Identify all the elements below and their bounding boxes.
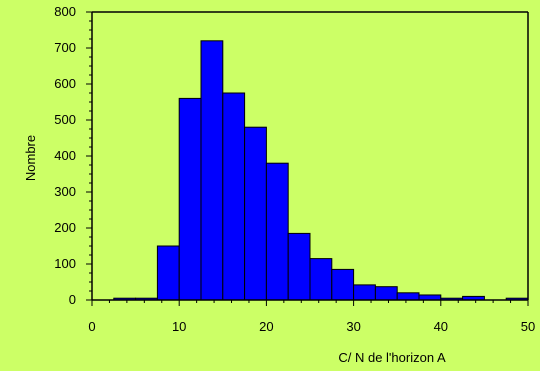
histogram-bar <box>353 284 376 301</box>
histogram-bar <box>418 294 442 301</box>
histogram-bar <box>265 162 289 301</box>
x-tick-label: 50 <box>521 319 535 334</box>
x-tick-label: 0 <box>88 319 95 334</box>
histogram-bar <box>287 232 311 301</box>
histogram-bar <box>374 286 398 301</box>
histogram-bar <box>200 40 224 301</box>
histogram-bar <box>178 97 202 301</box>
y-tick-label: 700 <box>54 40 76 55</box>
x-tick-label: 20 <box>259 319 273 334</box>
histogram-bar <box>222 92 246 301</box>
y-tick-label: 500 <box>54 112 76 127</box>
y-tick-label: 400 <box>54 148 76 163</box>
x-axis-label: C/ N de l'horizon A <box>338 350 446 365</box>
x-tick-label: 10 <box>172 319 186 334</box>
histogram-bar <box>156 245 180 301</box>
histogram-bar <box>244 126 267 301</box>
histogram-bar <box>396 292 420 301</box>
y-tick-label: 0 <box>69 292 76 307</box>
x-tick-label: 30 <box>346 319 360 334</box>
y-tick-label: 600 <box>54 76 76 91</box>
y-tick-label: 200 <box>54 220 76 235</box>
y-tick-label: 100 <box>54 256 76 271</box>
histogram-bar <box>331 268 355 301</box>
histogram-bar <box>309 258 333 301</box>
x-tick-label: 40 <box>434 319 448 334</box>
y-tick-label: 300 <box>54 184 76 199</box>
axes <box>86 11 529 306</box>
tick-labels: 0 100 200 300 400 500 600 700 800 0 10 20 30 40 50 <box>54 4 535 334</box>
y-tick-label: 800 <box>54 4 76 19</box>
histogram-bars <box>113 40 529 301</box>
y-axis-label: Nombre <box>23 135 38 181</box>
